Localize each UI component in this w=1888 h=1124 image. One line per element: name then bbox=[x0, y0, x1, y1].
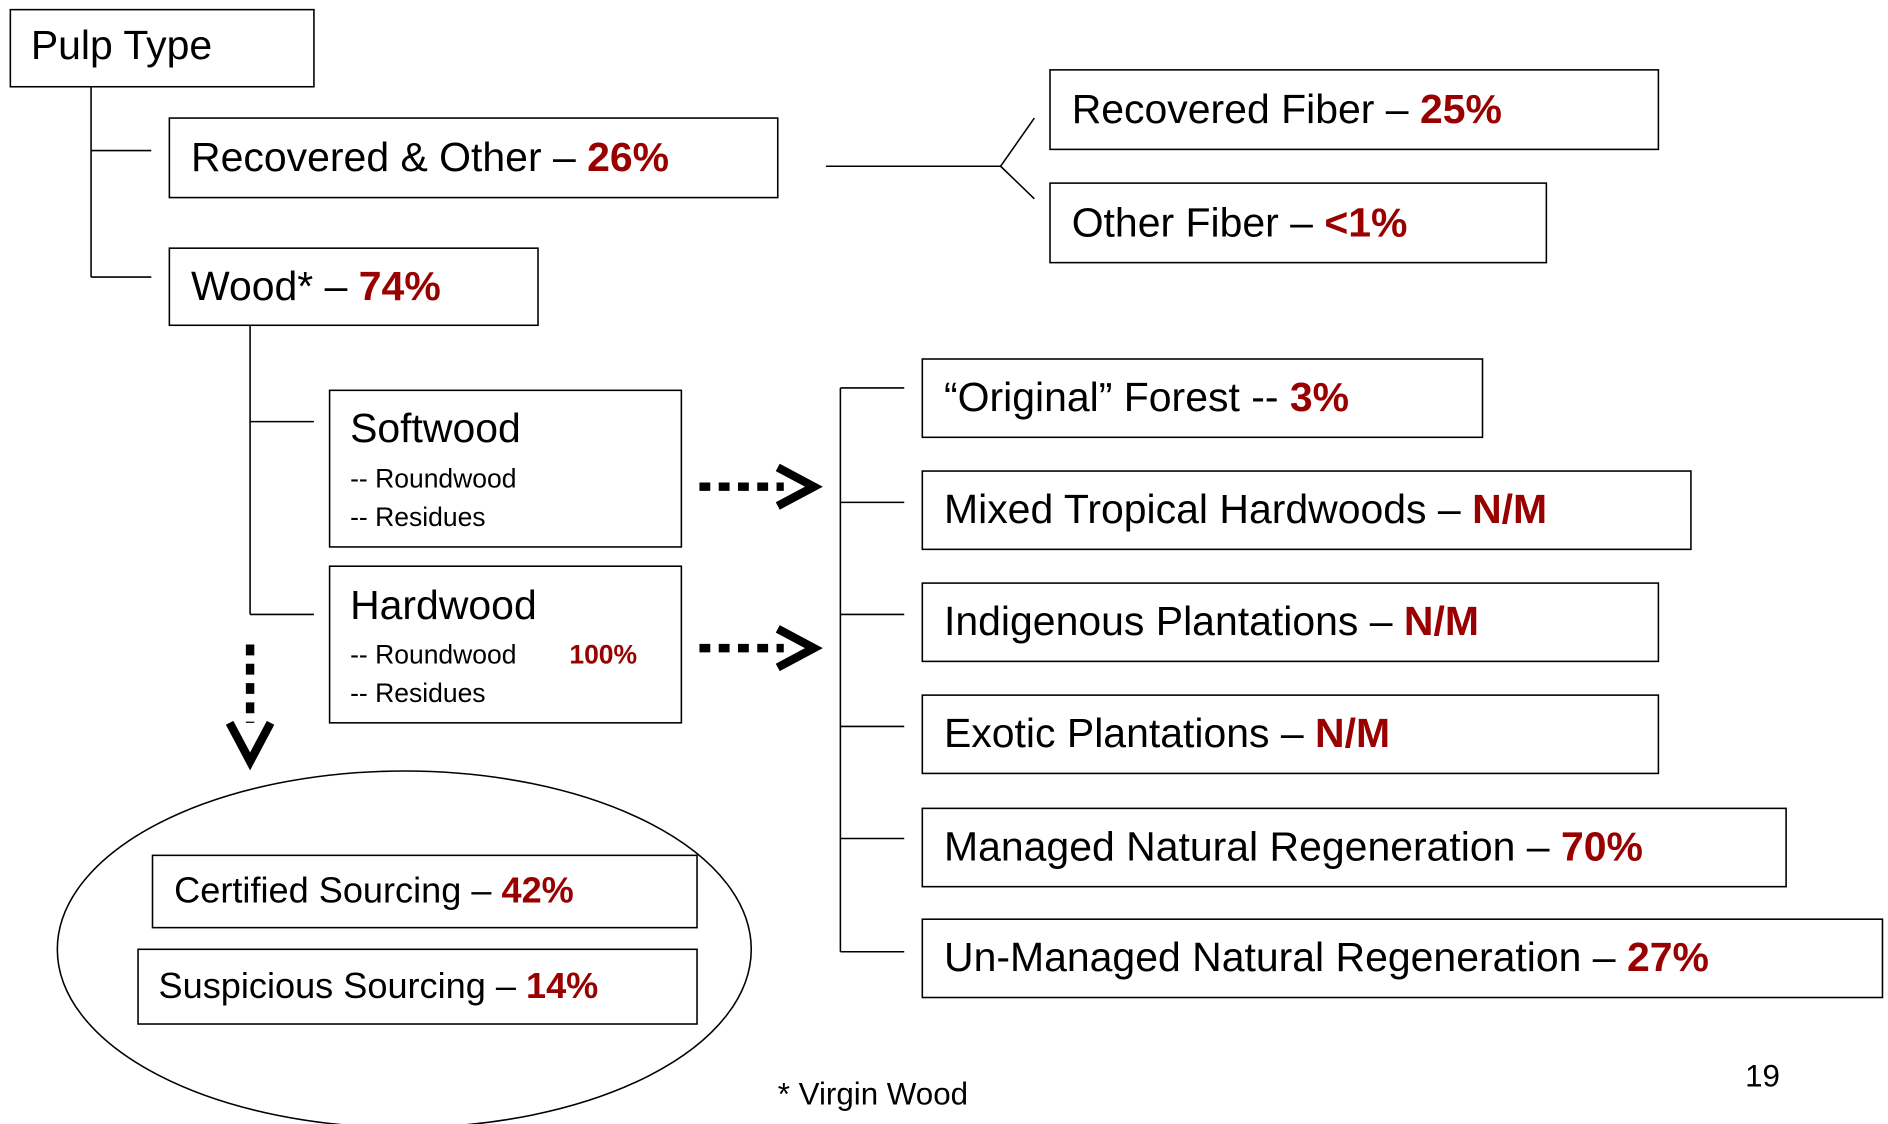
node-label: “Original” Forest -- 3% bbox=[944, 374, 1349, 420]
value: 100% bbox=[569, 640, 637, 670]
value: 27% bbox=[1627, 934, 1709, 980]
label: Wood* – bbox=[191, 263, 359, 309]
box bbox=[921, 918, 1884, 999]
node-label: Other Fiber – <1% bbox=[1072, 199, 1408, 245]
box bbox=[921, 694, 1660, 775]
label: Exotic Plantations – bbox=[944, 710, 1315, 756]
node-label: Exotic Plantations – N/M bbox=[944, 710, 1390, 756]
box bbox=[921, 582, 1660, 663]
value: 42% bbox=[501, 869, 573, 910]
box bbox=[328, 389, 683, 548]
root-label: Pulp Type bbox=[31, 22, 212, 68]
sub-label: -- Roundwood bbox=[350, 640, 516, 670]
sub-label: -- Residues bbox=[350, 502, 486, 532]
node-label: Wood* – 74% bbox=[191, 263, 441, 309]
node-label: Recovered Fiber – 25% bbox=[1072, 86, 1502, 132]
label: “Original” Forest -- bbox=[944, 374, 1290, 420]
node-label: Indigenous Plantations – N/M bbox=[944, 598, 1479, 644]
label: Recovered Fiber – bbox=[1072, 86, 1420, 132]
label: Other Fiber – bbox=[1072, 199, 1325, 245]
box bbox=[1049, 69, 1660, 151]
label: Certified Sourcing – bbox=[174, 869, 501, 910]
box bbox=[168, 117, 779, 199]
label: Mixed Tropical Hardwoods – bbox=[944, 486, 1472, 532]
connectors bbox=[56, 86, 1035, 1124]
value: N/M bbox=[1472, 486, 1547, 532]
box bbox=[9, 8, 315, 88]
node-label: Un-Managed Natural Regeneration – 27% bbox=[944, 934, 1709, 980]
label: Suspicious Sourcing – bbox=[159, 964, 526, 1005]
box bbox=[921, 470, 1692, 551]
sub-label: -- Roundwood bbox=[350, 464, 516, 494]
forest-types: “Original” Forest -- 3% Mixed Tropical Ha… bbox=[921, 358, 1884, 999]
page-number: 19 bbox=[1745, 1059, 1780, 1094]
value: 74% bbox=[359, 263, 441, 309]
box bbox=[168, 247, 539, 327]
box bbox=[921, 358, 1484, 439]
value: 70% bbox=[1561, 823, 1643, 869]
value: 3% bbox=[1290, 374, 1349, 420]
box bbox=[151, 854, 698, 929]
label: Un-Managed Natural Regeneration – bbox=[944, 934, 1627, 980]
node-label: Softwood bbox=[350, 405, 521, 451]
label: Recovered & Other – bbox=[191, 134, 587, 180]
box bbox=[921, 807, 1787, 888]
value: N/M bbox=[1404, 598, 1479, 644]
footnote: * Virgin Wood bbox=[778, 1077, 968, 1112]
box bbox=[137, 948, 698, 1025]
box bbox=[328, 565, 683, 724]
node-label: Recovered & Other – 26% bbox=[191, 134, 669, 180]
node-label: Managed Natural Regeneration – 70% bbox=[944, 823, 1643, 869]
value: 26% bbox=[587, 134, 669, 180]
node-label: Mixed Tropical Hardwoods – N/M bbox=[944, 486, 1547, 532]
label: Indigenous Plantations – bbox=[944, 598, 1404, 644]
node-label: Certified Sourcing – 42% bbox=[174, 869, 574, 910]
value: 14% bbox=[526, 964, 598, 1005]
sub-label: -- Residues bbox=[350, 678, 486, 708]
value: N/M bbox=[1315, 710, 1390, 756]
node-label: Suspicious Sourcing – 14% bbox=[159, 964, 599, 1005]
label: Managed Natural Regeneration – bbox=[944, 823, 1561, 869]
box bbox=[1049, 182, 1548, 264]
value: 25% bbox=[1420, 86, 1502, 132]
node-label: Hardwood bbox=[350, 582, 537, 628]
value: <1% bbox=[1324, 199, 1407, 245]
